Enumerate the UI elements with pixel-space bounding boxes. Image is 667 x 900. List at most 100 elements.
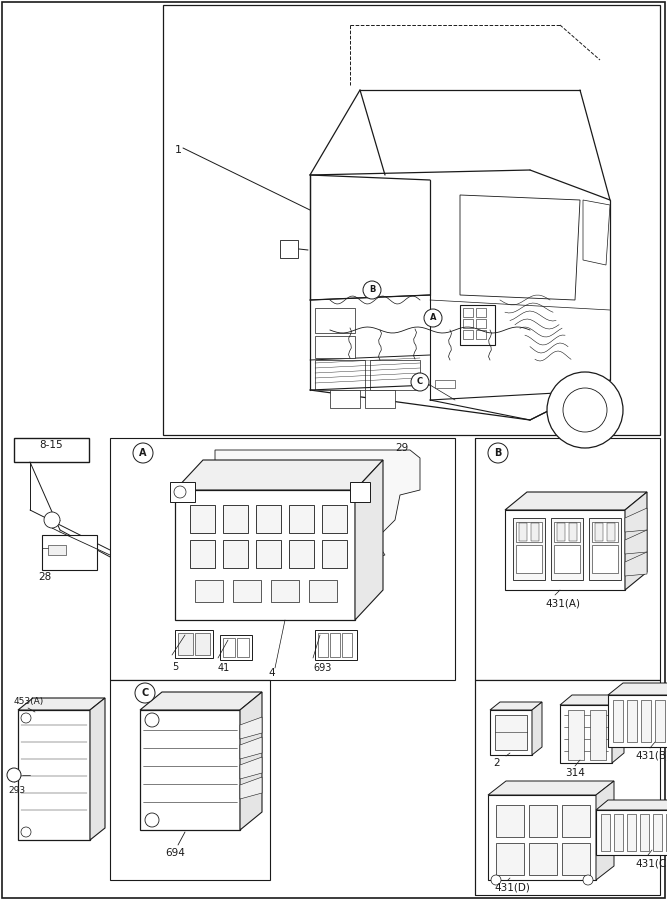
Polygon shape bbox=[583, 200, 610, 265]
Text: 431(A): 431(A) bbox=[545, 598, 580, 608]
Polygon shape bbox=[596, 781, 614, 880]
Bar bbox=[223, 505, 248, 533]
Bar bbox=[476, 319, 486, 328]
Polygon shape bbox=[612, 695, 624, 763]
Circle shape bbox=[133, 443, 153, 463]
Circle shape bbox=[7, 768, 21, 782]
Bar bbox=[48, 545, 66, 555]
Bar bbox=[592, 522, 618, 542]
Bar bbox=[516, 545, 542, 573]
Bar bbox=[562, 805, 590, 837]
Text: 8-15: 8-15 bbox=[39, 440, 63, 450]
Circle shape bbox=[563, 388, 607, 432]
Bar bbox=[223, 540, 248, 568]
Polygon shape bbox=[240, 737, 262, 759]
Bar bbox=[350, 482, 370, 502]
Text: 1: 1 bbox=[175, 145, 182, 155]
Bar bbox=[488, 795, 596, 880]
Bar bbox=[256, 540, 281, 568]
Bar bbox=[596, 810, 667, 855]
Bar bbox=[641, 700, 651, 742]
Bar bbox=[223, 638, 235, 657]
Circle shape bbox=[145, 813, 159, 827]
Polygon shape bbox=[560, 695, 624, 705]
Bar bbox=[309, 580, 337, 602]
Text: 29: 29 bbox=[395, 443, 408, 453]
Text: A: A bbox=[139, 448, 147, 458]
Polygon shape bbox=[625, 492, 647, 590]
Bar bbox=[271, 580, 299, 602]
Polygon shape bbox=[460, 195, 580, 300]
Bar bbox=[233, 580, 261, 602]
Polygon shape bbox=[488, 781, 614, 795]
Bar bbox=[554, 522, 580, 542]
Text: 431(C): 431(C) bbox=[635, 858, 667, 868]
Polygon shape bbox=[355, 460, 383, 620]
Bar bbox=[315, 336, 355, 358]
Bar bbox=[42, 535, 97, 570]
Bar bbox=[640, 814, 649, 851]
Bar bbox=[476, 330, 486, 339]
Circle shape bbox=[21, 713, 31, 723]
Bar bbox=[513, 518, 545, 580]
Bar bbox=[590, 710, 606, 760]
Bar bbox=[190, 505, 215, 533]
Text: 2: 2 bbox=[493, 758, 500, 768]
Circle shape bbox=[583, 875, 593, 885]
Polygon shape bbox=[596, 800, 667, 810]
Bar bbox=[529, 843, 557, 875]
Bar bbox=[562, 843, 590, 875]
Bar bbox=[608, 695, 667, 747]
Polygon shape bbox=[625, 508, 647, 532]
Bar bbox=[569, 523, 577, 541]
Bar bbox=[475, 438, 660, 680]
Polygon shape bbox=[175, 460, 383, 490]
Bar bbox=[613, 700, 623, 742]
Bar bbox=[195, 633, 210, 655]
Bar bbox=[529, 805, 557, 837]
Circle shape bbox=[174, 486, 186, 498]
Bar bbox=[505, 510, 625, 590]
Polygon shape bbox=[240, 692, 262, 830]
Bar bbox=[370, 360, 420, 390]
Circle shape bbox=[44, 512, 60, 528]
Polygon shape bbox=[625, 552, 647, 576]
Bar bbox=[614, 814, 623, 851]
Polygon shape bbox=[140, 692, 262, 710]
Bar bbox=[190, 540, 215, 568]
Text: A: A bbox=[430, 313, 436, 322]
Bar bbox=[589, 518, 621, 580]
Bar bbox=[289, 505, 314, 533]
Bar bbox=[490, 710, 532, 755]
Polygon shape bbox=[240, 777, 262, 799]
Bar bbox=[592, 545, 618, 573]
Bar bbox=[315, 308, 355, 333]
Bar bbox=[195, 580, 223, 602]
Bar bbox=[463, 330, 473, 339]
Bar bbox=[280, 240, 298, 258]
Bar bbox=[140, 710, 240, 830]
Bar bbox=[163, 5, 660, 435]
Bar bbox=[531, 523, 539, 541]
Bar bbox=[475, 680, 660, 895]
Text: 431(B): 431(B) bbox=[635, 750, 667, 760]
Bar bbox=[560, 705, 612, 763]
Bar bbox=[322, 540, 347, 568]
Text: 5: 5 bbox=[172, 662, 178, 672]
Bar bbox=[435, 380, 455, 388]
Bar bbox=[601, 814, 610, 851]
Text: 41: 41 bbox=[218, 663, 230, 673]
Bar bbox=[496, 805, 524, 837]
Bar bbox=[568, 710, 584, 760]
Bar bbox=[463, 319, 473, 328]
Polygon shape bbox=[505, 492, 647, 510]
Bar bbox=[516, 522, 542, 542]
Polygon shape bbox=[240, 757, 262, 779]
Polygon shape bbox=[18, 698, 105, 710]
Bar bbox=[220, 635, 252, 660]
Text: C: C bbox=[141, 688, 149, 698]
Bar bbox=[607, 523, 615, 541]
Bar bbox=[627, 814, 636, 851]
Bar bbox=[653, 814, 662, 851]
Bar bbox=[315, 630, 357, 660]
